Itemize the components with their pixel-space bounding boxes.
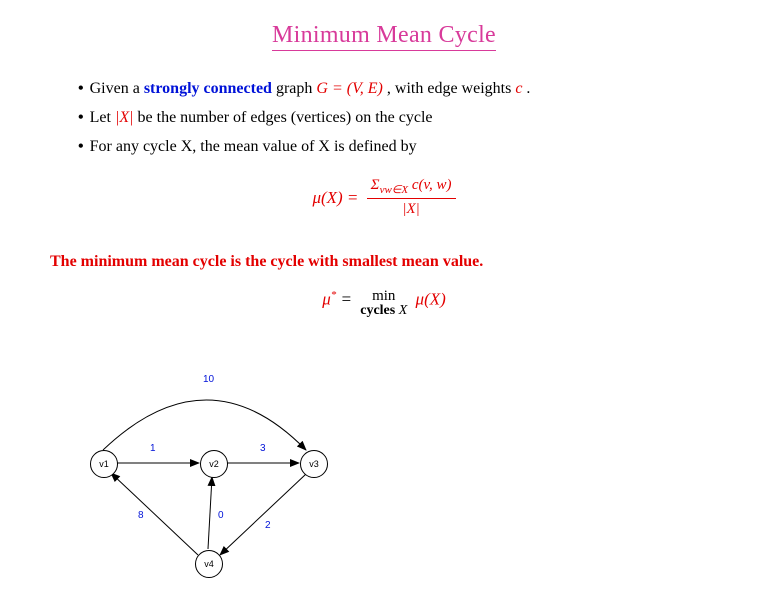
f1-c: c(v, w) [408, 177, 451, 193]
bullet-dot: • [78, 138, 84, 155]
b1-strong: strongly connected [144, 80, 272, 97]
f1-lhs: μ(X) = [312, 188, 358, 208]
edge-label-v4v1: 8 [138, 510, 144, 521]
f2-min-block: min cycles X [360, 289, 407, 318]
f2-rhs: μ(X) [411, 290, 446, 309]
page-title: Minimum Mean Cycle [0, 0, 768, 49]
f1-sigma: Σ [371, 177, 380, 193]
bullet-1: • Given a strongly connected graph G = (V… [78, 77, 768, 102]
node-v4: v4 [195, 550, 223, 578]
f1-fraction: Σvw∈X c(v, w) |X| [367, 177, 456, 218]
b1-lead: Given a [90, 80, 144, 97]
f2-eq: = [336, 290, 356, 309]
b2-x: |X| [115, 109, 134, 126]
b1-mid2: , with edge weights [383, 80, 515, 97]
bullet-3: • For any cycle X, the mean value of X is… [78, 135, 768, 160]
graph-diagram: v1 v2 v3 v4 1 3 10 8 0 2 [80, 370, 340, 580]
b1-mid: graph [272, 80, 316, 97]
f2-min-sub: cycles X [360, 304, 407, 318]
bullet-dot: • [78, 109, 84, 126]
title-text: Minimum Mean Cycle [272, 22, 496, 51]
node-v3: v3 [300, 450, 328, 478]
f1-sub: vw∈X [380, 184, 409, 196]
f1-numerator: Σvw∈X c(v, w) [367, 177, 456, 199]
f2-min-sub-b: X [399, 303, 408, 318]
b3-text: For any cycle X, the mean value of X is … [90, 138, 417, 155]
node-v1: v1 [90, 450, 118, 478]
f2-min-sub-a: cycles [360, 303, 398, 318]
f1-denominator: |X| [367, 199, 456, 218]
bullet-2: • Let |X| be the number of edges (vertice… [78, 106, 768, 131]
f2-mu: μ [322, 290, 331, 309]
b1-G: G = (V, E) [316, 80, 383, 97]
edge-v4-v1 [111, 473, 198, 555]
edge-v1-v3-arc [103, 400, 306, 450]
bullet-dot: • [78, 80, 84, 97]
edge-v4-v2 [208, 477, 212, 549]
edge-label-v1v3: 10 [203, 374, 214, 385]
formula-mu-x: μ(X) = Σvw∈X c(v, w) |X| [0, 177, 768, 223]
b1-end: . [522, 80, 530, 97]
edge-label-v4v2: 0 [218, 510, 224, 521]
f2-min: min [360, 289, 407, 304]
b2-rest: be the number of edges (vertices) on the… [134, 109, 433, 126]
edge-label-v1v2: 1 [150, 443, 156, 454]
edge-label-v2v3: 3 [260, 443, 266, 454]
b2-lead: Let [90, 109, 115, 126]
statement: The minimum mean cycle is the cycle with… [0, 223, 768, 271]
bullet-list: • Given a strongly connected graph G = (V… [78, 77, 768, 159]
edge-label-v3v4: 2 [265, 520, 271, 531]
edge-v3-v4 [220, 474, 306, 555]
node-v2: v2 [200, 450, 228, 478]
formula-mu-star: μ* = min cycles X μ(X) [0, 289, 768, 318]
